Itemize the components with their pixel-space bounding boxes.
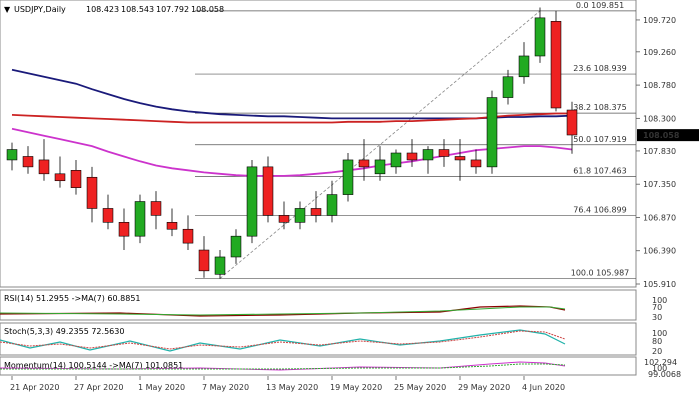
stoch-label: Stoch(5,3,3) 49.2355 72.5630 — [4, 327, 124, 336]
fib-label: 76.4 106.899 — [573, 205, 626, 214]
date-tick-label: 19 May 2020 — [330, 383, 382, 392]
candle — [54, 173, 66, 182]
candle — [246, 166, 258, 237]
candle — [534, 17, 546, 57]
date-tick-label: 1 May 2020 — [138, 383, 185, 392]
current-price-tag — [637, 129, 699, 142]
price-tick-label: 107.830 — [643, 147, 676, 156]
momentum-label: Momentum(14) 100.5144 ->MA(7) 101.0851 — [4, 361, 183, 370]
rsi-label: RSI(14) 51.2955 ->MA(7) 60.8851 — [4, 294, 141, 303]
fib-label: 50.0 107.919 — [573, 135, 626, 144]
candle — [486, 97, 498, 168]
candle — [454, 156, 466, 161]
stoch-signal-line — [0, 330, 566, 350]
date-tick-label: 29 May 2020 — [458, 383, 510, 392]
rsi-level-100: 100 — [652, 296, 667, 305]
candle — [422, 149, 434, 161]
date-tick-label: 27 Apr 2020 — [74, 383, 123, 392]
price-tick-label: 107.350 — [643, 180, 676, 189]
price-tick-label: 109.260 — [643, 48, 676, 57]
fib-label: 0.0 109.851 — [576, 1, 624, 10]
rsi-panel — [0, 289, 637, 321]
price-tick-label: 105.910 — [643, 280, 676, 289]
candle — [518, 55, 530, 78]
momentum-level-99: 99.0068 — [648, 370, 681, 379]
momentum-level-102: 102.294 — [644, 358, 677, 367]
candle — [70, 170, 82, 188]
candle — [86, 176, 98, 209]
candle — [182, 228, 194, 244]
candle — [198, 249, 210, 272]
momentum-level-100: 100 — [652, 364, 667, 373]
candle — [166, 222, 178, 230]
rsi-level-30: 30 — [652, 313, 662, 322]
candle — [214, 256, 226, 275]
candle — [470, 159, 482, 168]
rsi-level-70: 70 — [652, 303, 662, 312]
candle — [406, 152, 418, 161]
candle — [438, 149, 450, 157]
fib-label: 61.8 107.463 — [573, 166, 626, 175]
stoch-panel — [0, 322, 637, 356]
candle — [134, 201, 146, 237]
date-tick-label: 4 Jun 2020 — [522, 383, 565, 392]
price-tick-label: 106.390 — [643, 247, 676, 256]
fib-trend-line — [219, 10, 541, 279]
candle — [326, 194, 338, 216]
rsi-ma-line — [0, 306, 566, 316]
date-tick-label: 7 May 2020 — [202, 383, 249, 392]
stoch-level-80: 80 — [652, 337, 662, 346]
date-tick-label: 25 May 2020 — [394, 383, 446, 392]
candle — [342, 159, 354, 195]
chart-header-icon: ▼ — [4, 5, 11, 14]
current-price-label: 108.058 — [643, 131, 680, 140]
price-tick-label: 106.870 — [643, 213, 676, 222]
candle — [102, 208, 114, 223]
chart-header-low: 107.792 — [156, 5, 189, 14]
date-tick-label: 21 Apr 2020 — [10, 383, 59, 392]
candle — [550, 21, 562, 109]
candle — [294, 208, 306, 223]
candle — [6, 149, 18, 161]
candle — [150, 201, 162, 216]
momentum-ma-line — [0, 363, 566, 370]
candle — [278, 215, 290, 223]
candle — [22, 156, 34, 168]
price-panel — [0, 0, 637, 288]
candle — [310, 208, 322, 216]
moving-average-line — [11, 127, 573, 177]
candle — [230, 235, 242, 258]
chart-header-symbol: USDJPY,Daily — [14, 5, 66, 14]
price-tick-label: 109.720 — [643, 16, 676, 25]
fib-label: 100.0 105.987 — [571, 269, 630, 278]
candle — [374, 159, 386, 175]
stoch-level-100: 100 — [652, 329, 667, 338]
momentum-panel — [0, 356, 637, 376]
chart-header-close: 108.058 — [191, 5, 224, 14]
price-plot: 0.0 109.851 23.6 108.939 38.2 108.375 50.0 … — [6, 1, 636, 280]
candle — [118, 222, 130, 237]
candle — [390, 152, 402, 168]
candle — [502, 76, 514, 98]
chart-header-open: 108.423 — [86, 5, 119, 14]
stoch-level-20: 20 — [652, 347, 662, 356]
fib-label: 38.2 108.375 — [573, 103, 626, 112]
price-tick-label: 108.300 — [643, 114, 676, 123]
chart-header-high: 108.543 — [121, 5, 154, 14]
candle — [358, 159, 370, 168]
candle — [262, 166, 274, 216]
price-axis: 109.720 109.260 108.780 108.300 107.830 107.3… — [636, 16, 699, 289]
moving-average-line — [11, 112, 572, 124]
candle — [566, 109, 578, 136]
fib-label: 23.6 108.939 — [573, 64, 626, 73]
stoch-main-line — [0, 329, 566, 352]
price-tick-label: 108.780 — [643, 81, 676, 90]
date-tick-label: 13 May 2020 — [266, 383, 318, 392]
date-axis: 21 Apr 2020 27 Apr 2020 1 May 2020 7 May 20… — [10, 376, 565, 392]
candle — [38, 159, 50, 175]
